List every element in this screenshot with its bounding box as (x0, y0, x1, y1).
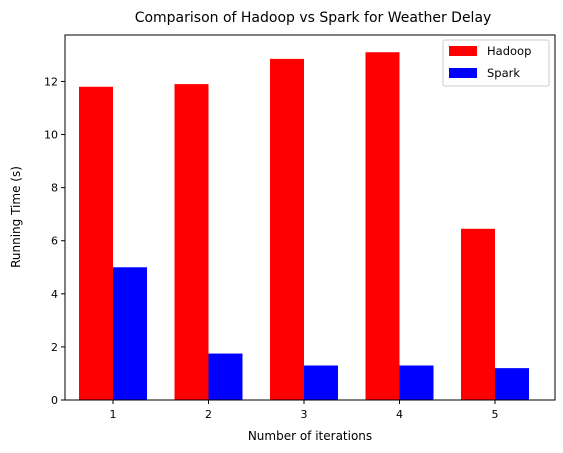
legend-label-hadoop: Hadoop (487, 44, 531, 58)
x-tick-label: 2 (205, 408, 212, 421)
y-axis: 0 2 4 6 8 10 12 (44, 75, 65, 407)
y-tick-label: 10 (44, 129, 58, 142)
bar-hadoop-2 (174, 84, 209, 400)
bar-hadoop-5 (461, 228, 495, 400)
bar-hadoop-3 (270, 58, 304, 401)
bar-spark-2 (208, 353, 243, 400)
y-tick-label: 12 (44, 75, 58, 88)
legend-swatch-hadoop (449, 46, 477, 56)
y-tick-label: 6 (51, 235, 58, 248)
y-tick-label: 4 (51, 288, 58, 301)
bar-spark-1 (113, 267, 147, 400)
x-axis: 1 2 3 4 5 (110, 400, 499, 421)
bars-group (79, 52, 529, 401)
x-tick-label: 3 (301, 408, 308, 421)
bar-hadoop-1 (79, 86, 113, 400)
x-tick-label: 4 (396, 408, 403, 421)
x-axis-label: Number of iterations (248, 429, 372, 443)
x-tick-label: 1 (110, 408, 117, 421)
bar-hadoop-4 (365, 52, 400, 400)
legend-swatch-spark (449, 68, 477, 78)
chart-title: Comparison of Hadoop vs Spark for Weathe… (135, 10, 492, 26)
legend-label-spark: Spark (487, 66, 520, 80)
y-tick-label: 8 (51, 182, 58, 195)
x-tick-label: 5 (492, 408, 499, 421)
legend: Hadoop Spark (442, 39, 550, 87)
bar-spark-3 (304, 365, 338, 400)
plot-frame (64, 34, 556, 401)
y-axis-label: Running Time (s) (9, 166, 23, 268)
bar-spark-4 (399, 365, 434, 400)
bar-spark-5 (495, 368, 529, 400)
y-tick-label: 0 (51, 394, 58, 407)
y-tick-label: 2 (51, 341, 58, 354)
